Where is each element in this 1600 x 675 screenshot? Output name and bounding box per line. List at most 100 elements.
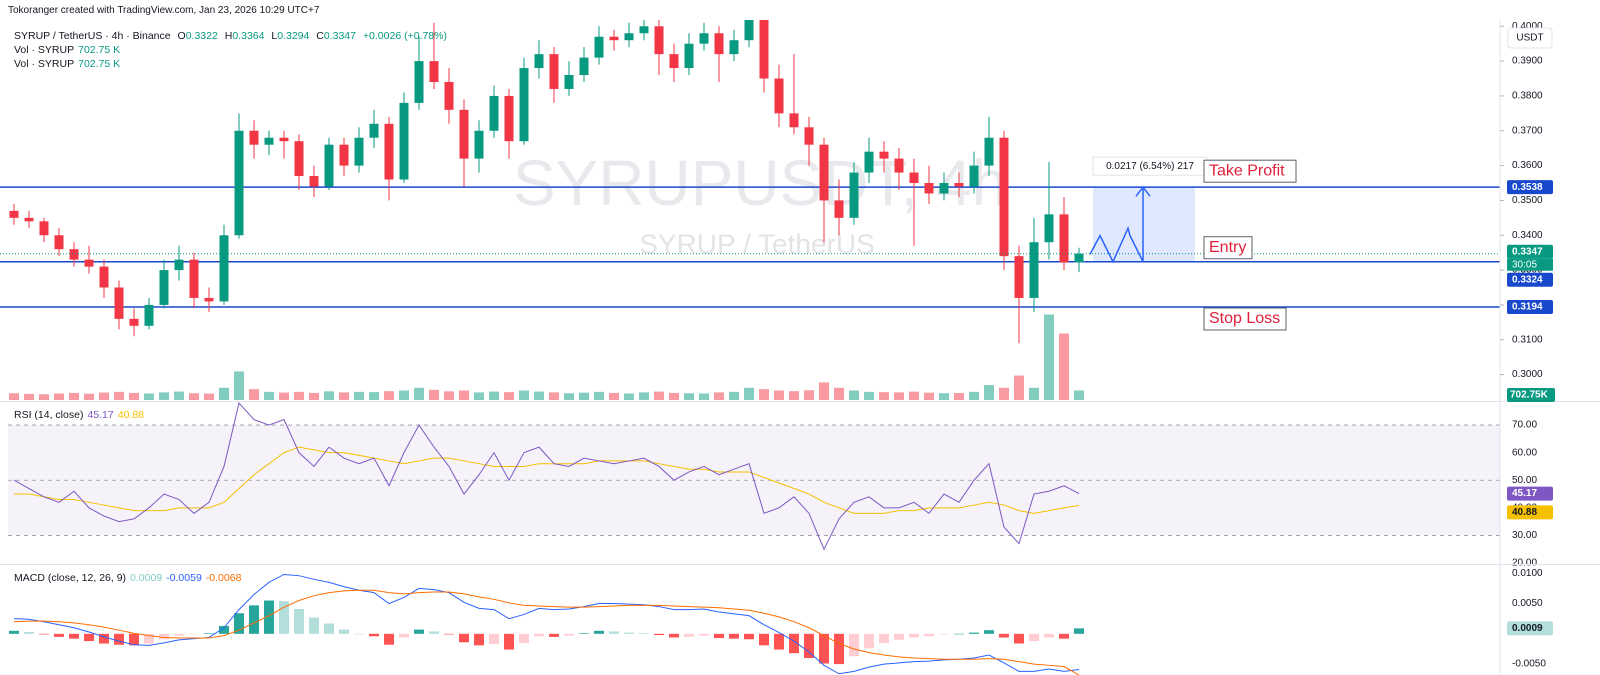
candle-body [414, 61, 424, 103]
arrow-head [1135, 185, 1151, 197]
vol-name: Vol · SYRUP [14, 58, 75, 70]
macd-hist [1074, 628, 1084, 634]
candle-body [69, 249, 79, 260]
volume-bar [309, 392, 319, 400]
rsi-ma-value: 40.88 [117, 409, 145, 421]
candle-body [399, 102, 409, 180]
candle-body [699, 33, 709, 44]
macd-hist [414, 629, 424, 634]
macd-hist [219, 625, 229, 634]
currency-button[interactable] [1507, 27, 1553, 49]
candle-body [984, 137, 994, 166]
candle-body [189, 259, 199, 298]
macd-hist [174, 633, 184, 636]
volume-bar [279, 392, 289, 400]
macd-hist [99, 633, 109, 644]
macd-hist [474, 633, 484, 646]
volume-bar [789, 391, 799, 400]
volume-bar [429, 389, 439, 400]
volume-bar [684, 393, 694, 400]
macd-hist [399, 633, 409, 638]
candle-body [264, 137, 274, 145]
vol-value: 702.75 K [78, 58, 121, 70]
entry-badge: 0.3324 [1512, 274, 1543, 285]
volume-bar [39, 394, 49, 400]
candle-body [144, 304, 154, 326]
volume-bar [804, 390, 814, 400]
candle-body [354, 137, 364, 166]
candle-body [999, 137, 1009, 257]
c-label: C [316, 30, 324, 42]
macd-hist [894, 633, 904, 640]
macd-hist [939, 633, 949, 635]
macd-hist [789, 633, 799, 654]
candle-body [759, 20, 769, 79]
o-label: O [177, 30, 186, 42]
candle-body [879, 151, 889, 159]
candle-body [834, 200, 844, 218]
volume-bar [474, 392, 484, 400]
macd-hist [594, 630, 604, 634]
volume-bar [834, 387, 844, 400]
candle-body [804, 127, 814, 145]
macd-hist [909, 633, 919, 638]
volume-bar [744, 387, 754, 400]
volume-bar [99, 392, 109, 400]
volume-bar [129, 392, 139, 400]
level-label-box [1203, 307, 1287, 331]
candle-body [1059, 214, 1069, 263]
macd-hist [369, 633, 379, 637]
o-value: 0.3322 [185, 30, 218, 42]
candle-body [54, 235, 64, 250]
y-tick-label: 0.4000 [1512, 21, 1543, 32]
candle-body [174, 259, 184, 271]
macd-hist [339, 629, 349, 634]
watermark: SYRUPUSDT, 4h [513, 147, 1007, 219]
macd-hist [489, 633, 499, 645]
candle-body [219, 235, 229, 302]
volume-bar [969, 391, 979, 400]
volume-bar [264, 391, 274, 400]
volume-bar [984, 385, 994, 400]
currency[interactable]: USDT [1516, 33, 1543, 44]
macd-hist [1014, 633, 1024, 644]
change: +0.0026 (+0.78%) [362, 30, 447, 42]
candle-body [789, 113, 799, 128]
volume-bar [579, 392, 589, 400]
candle-body [159, 270, 169, 305]
volume-bar [1014, 375, 1024, 400]
candle-body [969, 165, 979, 187]
y-tick-label: 0.3600 [1512, 160, 1543, 171]
candle-body [39, 221, 49, 236]
candle-body [369, 123, 379, 138]
level-label-box [1203, 236, 1253, 260]
macd-hist [459, 633, 469, 643]
candle-body [894, 158, 904, 173]
candle-body [249, 130, 259, 145]
macd-hist [354, 633, 364, 635]
macd-tick-label: -0.0050 [1512, 659, 1546, 670]
volume-bar [354, 391, 364, 400]
candle-body [639, 26, 649, 34]
rsi-legend: RSI (14, close) 45.17 40.88 [14, 409, 148, 421]
candle-body [294, 141, 304, 177]
volume-bar [369, 392, 379, 400]
y-tick-label: 0.3000 [1512, 369, 1543, 380]
y-tick-label: 0.3800 [1512, 91, 1543, 102]
sl-badge: 0.3194 [1512, 302, 1543, 313]
volume-bar [639, 392, 649, 400]
hist-value: 0.0009 [130, 572, 163, 584]
candle-body [714, 33, 724, 55]
rsi-badge-bg [1507, 486, 1553, 501]
macd-hist [609, 631, 619, 634]
volume-bar [504, 392, 514, 400]
macd-hist [849, 633, 859, 657]
candle-body [24, 217, 34, 222]
candle-body [729, 40, 739, 55]
macd-hist [549, 633, 559, 637]
rsi-tick-label: 50.00 [1512, 475, 1537, 486]
volume-bar [174, 391, 184, 400]
macd-tick-label: 0.0100 [1512, 568, 1543, 579]
volume-bar [714, 392, 724, 400]
volume-bar [879, 392, 889, 400]
